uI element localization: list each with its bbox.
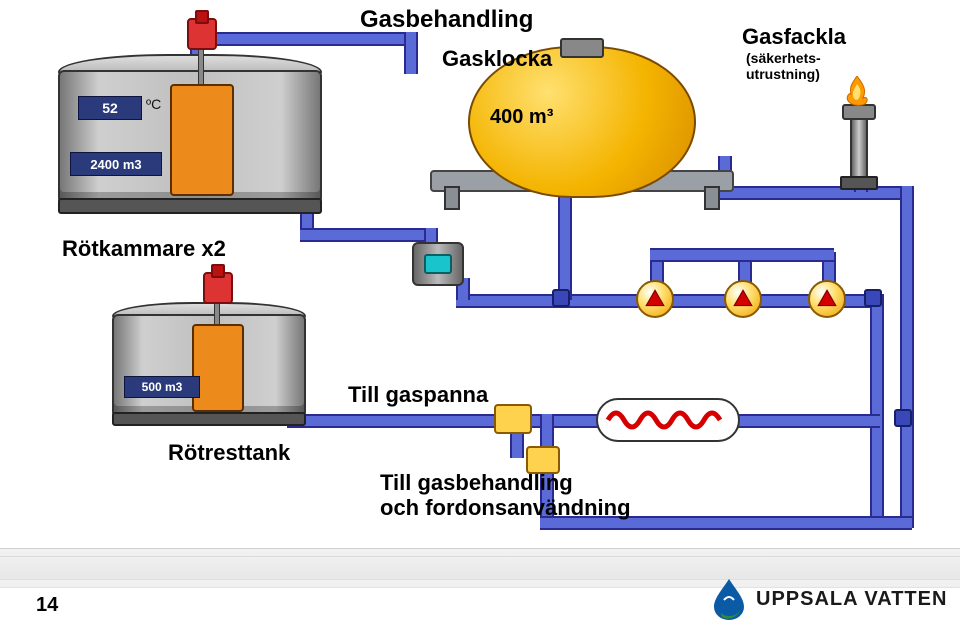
pipe xyxy=(300,228,430,242)
flare-base xyxy=(840,176,878,190)
page-number: 14 xyxy=(36,594,58,617)
pipe-joint xyxy=(894,409,912,427)
digester-temp-value: 52 xyxy=(102,100,118,116)
tank-base xyxy=(58,198,322,214)
logo-text: UPPSALA VATTEN xyxy=(756,588,947,611)
digester-volume: 2400 m3 xyxy=(70,152,162,176)
tray-leg xyxy=(444,186,460,210)
gasklocka-label: Gasklocka xyxy=(442,46,552,72)
digester-cutaway xyxy=(170,84,234,196)
inline-valve-icon xyxy=(494,404,532,434)
till-gaspanna-label: Till gaspanna xyxy=(348,382,488,408)
tank-base xyxy=(112,412,306,426)
flare-head xyxy=(842,104,876,120)
logo-drop-icon xyxy=(712,578,746,620)
motor-icon xyxy=(203,272,233,304)
valve-icon xyxy=(808,280,846,318)
tray-leg xyxy=(704,186,720,210)
gasfackla-sublabel: (säkerhets- utrustning) xyxy=(746,50,821,82)
heat-exchanger xyxy=(596,398,740,442)
gasholder-neck xyxy=(560,38,604,58)
pipe xyxy=(870,294,884,528)
digester-temp: 52 xyxy=(78,96,142,120)
logo: UPPSALA VATTEN xyxy=(712,578,947,620)
pipe xyxy=(190,32,410,46)
gasfackla-label: Gasfackla xyxy=(742,24,846,50)
condensate-tank xyxy=(412,242,464,286)
pipe xyxy=(900,186,914,528)
gasklocka-volume: 400 m³ xyxy=(490,106,553,129)
valve-icon xyxy=(636,280,674,318)
rotkammare-label: Rötkammare x2 xyxy=(62,236,226,262)
resttank-cutaway xyxy=(192,324,244,412)
till-gasbehandling-label: Till gasbehandling och fordonsanvändning xyxy=(380,470,631,521)
pipe xyxy=(558,186,572,300)
pipe xyxy=(650,248,834,262)
diagram-stage: { "title": "Gasbehandling", "labels": { … xyxy=(0,0,960,629)
motor-icon xyxy=(187,18,217,50)
flare-stack xyxy=(850,112,868,182)
pipe-joint xyxy=(552,289,570,307)
rotresttank-label: Rötresttank xyxy=(168,440,290,466)
pipe xyxy=(404,32,418,74)
flame-icon xyxy=(845,76,869,106)
pipe-joint xyxy=(864,289,882,307)
resttank-volume: 500 m3 xyxy=(124,376,200,398)
valve-icon xyxy=(724,280,762,318)
digester-temp-unit: ºC xyxy=(146,96,161,112)
page-title: Gasbehandling xyxy=(360,6,533,34)
